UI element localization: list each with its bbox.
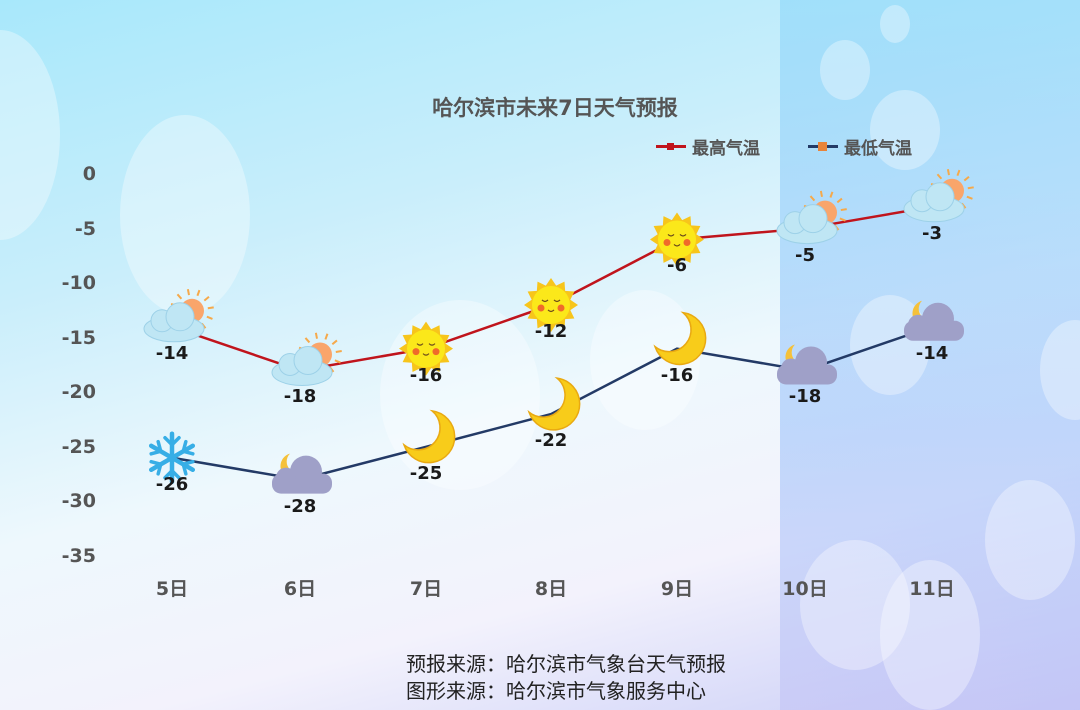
high-temp-value: -5: [795, 244, 815, 266]
x-tick-label: 7日: [409, 578, 443, 600]
high-temp-value: -18: [283, 386, 317, 408]
y-tick-label: -35: [61, 545, 96, 567]
legend-label-low: 最低气温: [844, 139, 912, 159]
legend-line-low-icon: [808, 142, 838, 151]
legend-item-high[interactable]: 最高气温: [656, 134, 760, 159]
x-tick-label: 9日: [660, 578, 694, 600]
y-tick-label: -10: [61, 272, 96, 295]
low-temp-value: -28: [283, 495, 317, 517]
sun-icon: [399, 321, 453, 376]
x-tick-label: 8日: [534, 578, 568, 600]
legend-line-high-icon: [656, 143, 686, 150]
partly-sunny-icon: [903, 168, 974, 223]
partly-sunny-icon: [776, 190, 847, 245]
y-tick-label: -20: [61, 381, 96, 404]
moon-icon: [527, 377, 581, 431]
low-temp-value: -26: [155, 473, 189, 495]
graphic-source: 图形来源：哈尔滨市气象服务中心: [406, 679, 706, 703]
legend-label-high: 最高气温: [692, 139, 760, 159]
x-tick-label: 11日: [909, 578, 955, 600]
high-temp-value: -14: [155, 342, 189, 364]
high-temp-value: -3: [922, 222, 942, 244]
snowflake-icon: [148, 431, 196, 485]
moon-cloud-icon: [904, 300, 964, 341]
y-tick-label: -30: [61, 490, 96, 513]
y-tick-label: 0: [82, 163, 96, 185]
y-tick-label: -25: [61, 435, 96, 458]
low-temp-value: -16: [660, 364, 694, 386]
low-temp-value: -22: [534, 430, 568, 452]
background-gradient: [780, 0, 1080, 710]
high-temp-value: -12: [534, 320, 568, 342]
y-tick-label: -15: [61, 326, 96, 349]
x-tick-label: 10日: [782, 578, 828, 600]
high-temp-value: -16: [409, 364, 443, 386]
sun-icon: [650, 212, 704, 267]
sun-icon: [524, 277, 578, 332]
x-tick-label: 5日: [155, 578, 189, 600]
moon-icon: [402, 409, 456, 464]
legend-item-low[interactable]: 最低气温: [808, 134, 912, 159]
footer: 预报来源：哈尔滨市气象台天气预报 图形来源：哈尔滨市气象服务中心: [406, 651, 726, 705]
moon-icon: [653, 311, 707, 366]
moon-cloud-icon: [777, 344, 837, 385]
low-temp-value: -18: [788, 386, 822, 408]
y-tick-label: -5: [74, 217, 96, 240]
moon-cloud-icon: [272, 453, 332, 494]
x-tick-label: 6日: [283, 578, 317, 600]
high-temp-value: -6: [667, 255, 687, 277]
chart-title: 哈尔滨市未来7日天气预报: [432, 96, 678, 120]
low-temp-value: -14: [915, 342, 949, 364]
partly-sunny-icon: [143, 289, 214, 343]
partly-sunny-icon: [271, 332, 342, 386]
low-temp-value: -25: [409, 462, 443, 484]
forecast-source: 预报来源：哈尔滨市气象台天气预报: [406, 652, 726, 676]
